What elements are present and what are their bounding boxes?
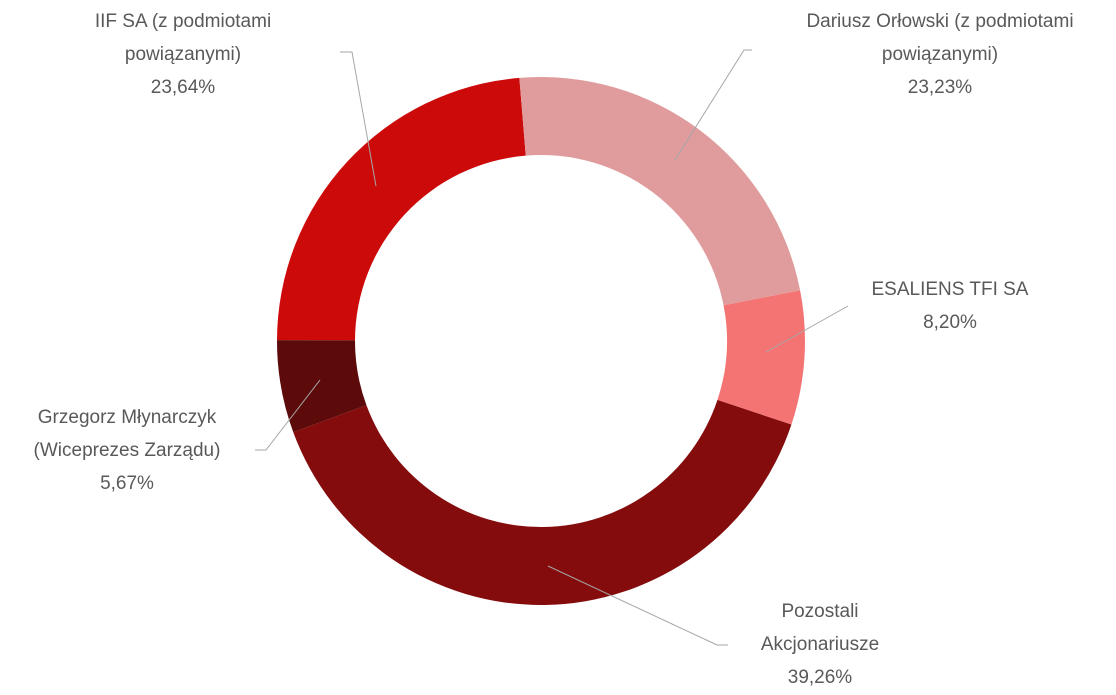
value-label: 5,67%	[100, 473, 154, 494]
value-label: 39,26%	[787, 667, 853, 688]
category-label: Dariusz Orłowski (z podmiotami powiązany…	[806, 11, 1074, 65]
category-label: Grzegorz Młynarczyk (Wiceprezes Zarządu)	[33, 407, 221, 461]
category-label: IIF SA (z podmiotami powiązanymi)	[94, 11, 272, 65]
data-label: ESALIENS TFI SA 8,20%	[840, 273, 1060, 339]
value-label: 23,23%	[907, 77, 973, 98]
donut-slice	[717, 290, 806, 425]
leader-line	[674, 49, 752, 161]
donut-slice	[277, 77, 526, 341]
leader-line	[547, 565, 728, 646]
data-label: Dariusz Orłowski (z podmiotami powiązany…	[790, 5, 1090, 104]
category-label: Pozostali Akcjonariusze	[760, 601, 880, 655]
donut-slice	[277, 340, 367, 433]
donut-slice	[293, 399, 792, 606]
value-label: 23,64%	[150, 77, 216, 98]
data-label: Pozostali Akcjonariusze 39,26%	[750, 595, 890, 694]
leader-line	[255, 379, 321, 451]
donut-slice	[519, 77, 801, 306]
data-label: Grzegorz Młynarczyk (Wiceprezes Zarządu)…	[5, 401, 250, 500]
value-label: 8,20%	[923, 312, 977, 333]
leader-line	[765, 305, 849, 353]
leader-line	[340, 51, 377, 187]
data-label: IIF SA (z podmiotami powiązanymi) 23,64%	[73, 5, 293, 104]
leader-lines	[255, 49, 849, 646]
category-label: ESALIENS TFI SA	[871, 279, 1029, 300]
